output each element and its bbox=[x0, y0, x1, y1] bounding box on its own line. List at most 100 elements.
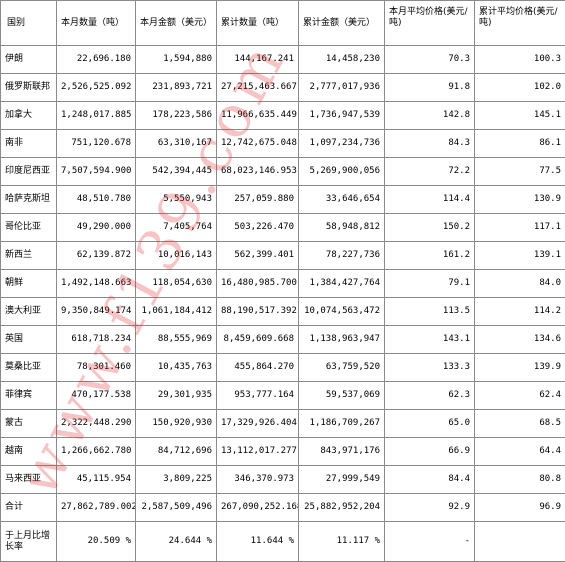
growth-rate-row: 于上月比增长率 20.509 % 24.644 % 11.644 % 11.11… bbox=[1, 522, 565, 562]
value-cell-month-avg: 113.5 bbox=[385, 298, 475, 326]
value-cell-cum-avg: 68.5 bbox=[475, 410, 565, 438]
value-cell-month-amt: 84,712,696 bbox=[136, 438, 217, 466]
country-cell: 加拿大 bbox=[1, 102, 57, 130]
value-cell-month-amt: 178,223,586 bbox=[136, 102, 217, 130]
growth-cum-qty: 11.644 % bbox=[217, 522, 299, 562]
growth-month-avg: - bbox=[385, 522, 475, 562]
value-cell-month-avg: 92.9 bbox=[385, 494, 475, 522]
value-cell-cum-qty: 8,459,609.668 bbox=[217, 326, 299, 354]
header-country: 国别 bbox=[1, 1, 57, 46]
country-cell: 蒙古 bbox=[1, 410, 57, 438]
value-cell-cum-qty: 953,777.164 bbox=[217, 382, 299, 410]
value-cell-month-avg: 150.2 bbox=[385, 214, 475, 242]
country-cell: 朝鲜 bbox=[1, 270, 57, 298]
value-cell-cum-amt: 14,458,230 bbox=[299, 46, 385, 74]
value-cell-month-avg: 84.4 bbox=[385, 466, 475, 494]
value-cell-cum-qty: 17,329,926.404 bbox=[217, 410, 299, 438]
value-cell-cum-amt: 25,882,952,204 bbox=[299, 494, 385, 522]
value-cell-month-amt: 150,920,930 bbox=[136, 410, 217, 438]
value-cell-cum-qty: 12,742,675.048 bbox=[217, 130, 299, 158]
value-cell-month-avg: 133.3 bbox=[385, 354, 475, 382]
value-cell-month-qty: 1,248,017.885 bbox=[57, 102, 136, 130]
value-cell-month-qty: 9,350,849.174 bbox=[57, 298, 136, 326]
value-cell-cum-avg: 117.1 bbox=[475, 214, 565, 242]
value-cell-cum-avg: 64.4 bbox=[475, 438, 565, 466]
value-cell-month-amt: 5,550,943 bbox=[136, 186, 217, 214]
country-cell: 哥伦比亚 bbox=[1, 214, 57, 242]
country-cell: 哈萨克斯坦 bbox=[1, 186, 57, 214]
value-cell-cum-qty: 346,370.973 bbox=[217, 466, 299, 494]
value-cell-cum-avg: 145.1 bbox=[475, 102, 565, 130]
country-cell: 印度尼西亚 bbox=[1, 158, 57, 186]
growth-month-qty: 20.509 % bbox=[57, 522, 136, 562]
value-cell-month-qty: 618,718.234 bbox=[57, 326, 136, 354]
header-cum-amount: 累计金额（美元） bbox=[299, 1, 385, 46]
value-cell-cum-avg: 62.4 bbox=[475, 382, 565, 410]
country-cell: 越南 bbox=[1, 438, 57, 466]
value-cell-cum-avg: 139.1 bbox=[475, 242, 565, 270]
value-cell-cum-qty: 11,966,635.449 bbox=[217, 102, 299, 130]
value-cell-month-avg: 79.1 bbox=[385, 270, 475, 298]
value-cell-cum-qty: 27,215,463.667 bbox=[217, 74, 299, 102]
value-cell-cum-amt: 78,227,736 bbox=[299, 242, 385, 270]
value-cell-month-qty: 2,322,448.290 bbox=[57, 410, 136, 438]
value-cell-month-qty: 470,177.538 bbox=[57, 382, 136, 410]
value-cell-cum-amt: 1,384,427,764 bbox=[299, 270, 385, 298]
value-cell-cum-amt: 59,537,069 bbox=[299, 382, 385, 410]
header-month-avg-price: 本月平均价格(美元/吨) bbox=[385, 1, 475, 46]
country-cell: 俄罗斯联邦 bbox=[1, 74, 57, 102]
value-cell-cum-amt: 5,269,900,056 bbox=[299, 158, 385, 186]
value-cell-cum-amt: 33,646,654 bbox=[299, 186, 385, 214]
value-cell-cum-amt: 58,948,812 bbox=[299, 214, 385, 242]
value-cell-month-qty: 1,266,662.780 bbox=[57, 438, 136, 466]
header-cum-qty: 累计数量（吨） bbox=[217, 1, 299, 46]
growth-cum-avg bbox=[475, 522, 565, 562]
value-cell-cum-amt: 63,759,520 bbox=[299, 354, 385, 382]
value-cell-cum-avg: 102.0 bbox=[475, 74, 565, 102]
value-cell-cum-avg: 84.0 bbox=[475, 270, 565, 298]
value-cell-month-amt: 118,054,630 bbox=[136, 270, 217, 298]
value-cell-month-avg: 161.2 bbox=[385, 242, 475, 270]
value-cell-cum-amt: 843,971,176 bbox=[299, 438, 385, 466]
header-month-qty: 本月数量（吨） bbox=[57, 1, 136, 46]
value-cell-month-avg: 72.2 bbox=[385, 158, 475, 186]
value-cell-cum-avg: 134.6 bbox=[475, 326, 565, 354]
value-cell-month-avg: 91.8 bbox=[385, 74, 475, 102]
value-cell-month-qty: 22,696.180 bbox=[57, 46, 136, 74]
value-cell-month-avg: 142.8 bbox=[385, 102, 475, 130]
value-cell-month-amt: 1,594,880 bbox=[136, 46, 217, 74]
value-cell-month-amt: 29,301,935 bbox=[136, 382, 217, 410]
value-cell-cum-qty: 257,059.880 bbox=[217, 186, 299, 214]
value-cell-month-amt: 3,809,225 bbox=[136, 466, 217, 494]
country-cell: 莫桑比亚 bbox=[1, 354, 57, 382]
value-cell-cum-amt: 27,999,549 bbox=[299, 466, 385, 494]
value-cell-month-amt: 1,061,184,412 bbox=[136, 298, 217, 326]
value-cell-cum-amt: 10,074,563,472 bbox=[299, 298, 385, 326]
value-cell-cum-avg: 139.9 bbox=[475, 354, 565, 382]
value-cell-month-qty: 2,526,525.092 bbox=[57, 74, 136, 102]
value-cell-month-qty: 45,115.954 bbox=[57, 466, 136, 494]
value-cell-month-qty: 7,507,594.900 bbox=[57, 158, 136, 186]
value-cell-month-amt: 63,310,167 bbox=[136, 130, 217, 158]
value-cell-month-avg: 143.1 bbox=[385, 326, 475, 354]
country-cell: 澳大利亚 bbox=[1, 298, 57, 326]
value-cell-month-amt: 2,587,509,496 bbox=[136, 494, 217, 522]
value-cell-cum-qty: 16,480,985.700 bbox=[217, 270, 299, 298]
growth-rate-label: 于上月比增长率 bbox=[1, 522, 57, 562]
header-month-amount: 本月金额（美元） bbox=[136, 1, 217, 46]
value-cell-month-amt: 88,555,969 bbox=[136, 326, 217, 354]
header-cum-avg-price: 累计平均价格(美元/吨) bbox=[475, 1, 565, 46]
